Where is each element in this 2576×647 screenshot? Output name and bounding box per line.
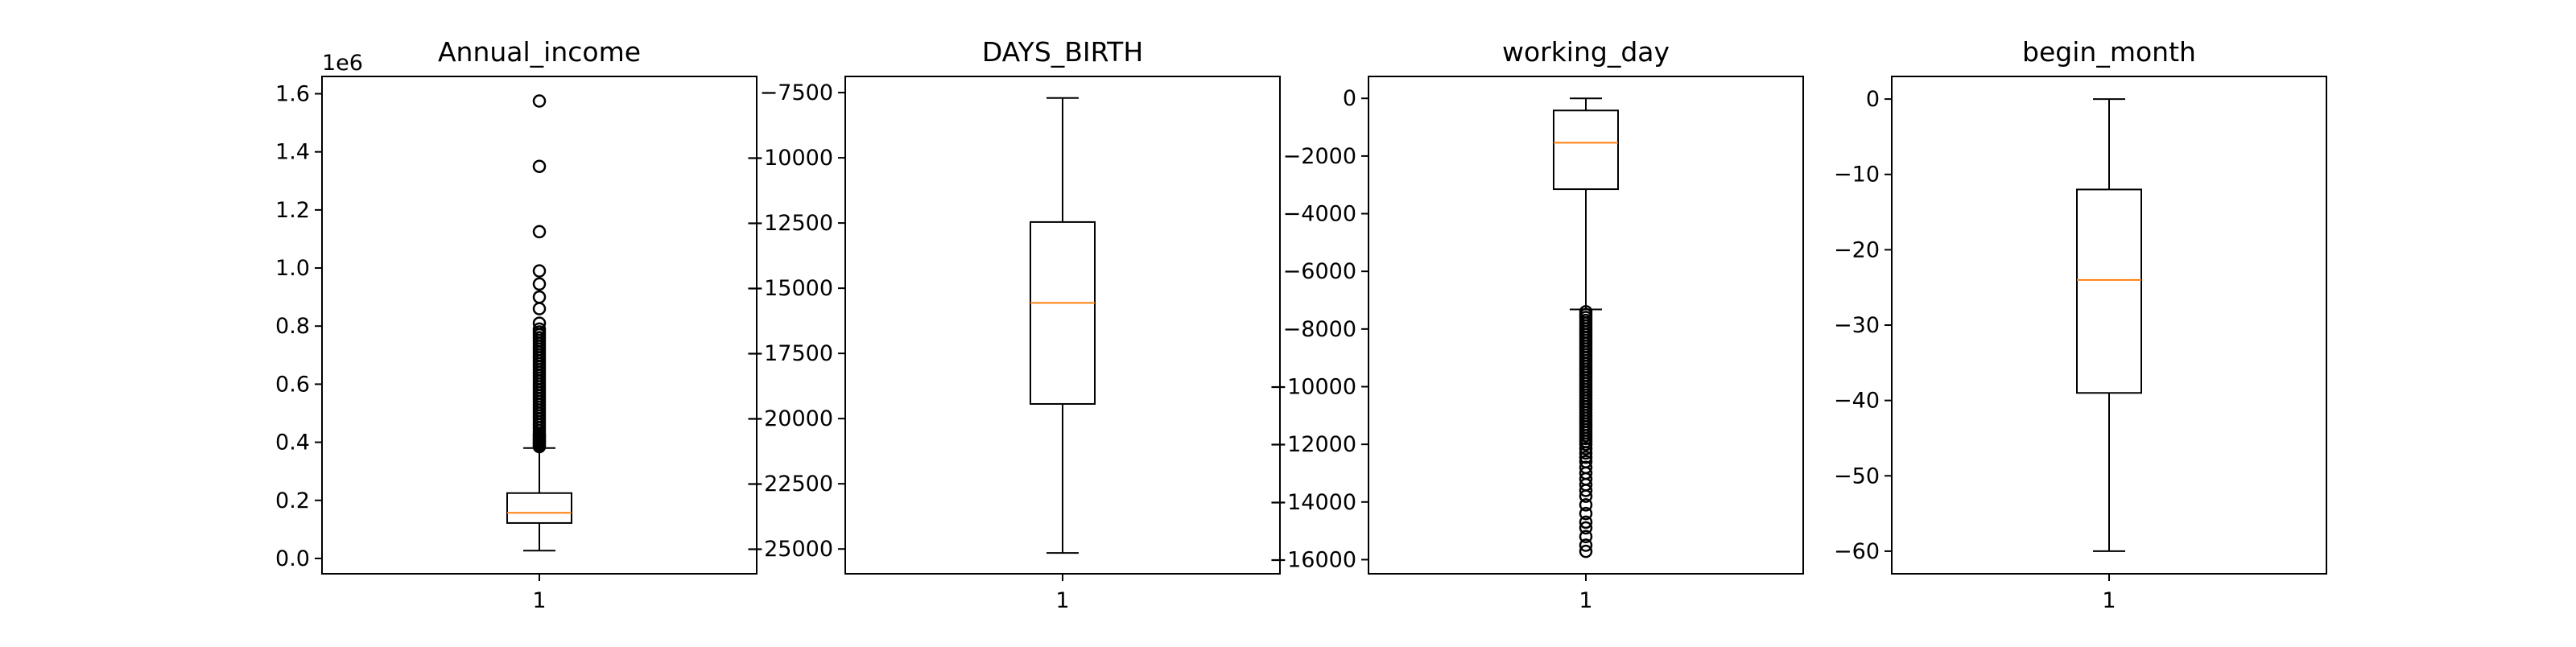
chart-title: working_day: [1502, 36, 1670, 68]
outlier-point: [532, 159, 547, 173]
x-tick-label: 1: [532, 588, 546, 613]
outlier-point: [1579, 442, 1593, 455]
outlier-point: [1579, 544, 1593, 558]
y-tick-label: −15000: [745, 276, 833, 301]
outlier-point: [532, 302, 547, 315]
x-tick-label: 1: [1579, 588, 1592, 613]
subplot-days-birth: DAYS_BIRTH −25000 −22500 −20000 −17500 −15000…: [745, 36, 1281, 613]
axis-offset-label: 1e6: [322, 51, 363, 76]
y-tick-label: −22500: [745, 472, 833, 497]
outlier-point: [1579, 498, 1593, 512]
outlier-point: [1579, 484, 1593, 497]
outlier-point: [1579, 538, 1593, 552]
outlier-point: [532, 316, 547, 330]
outlier-point: [532, 264, 547, 278]
iqr-box: [1030, 220, 1096, 405]
y-tick-label: 0: [1866, 87, 1880, 112]
y-tick-label: −10000: [1269, 374, 1356, 399]
axes-frame: [321, 76, 758, 575]
iqr-box: [2076, 188, 2142, 394]
iqr-box: [1553, 109, 1619, 191]
y-tick-label: −20: [1834, 237, 1880, 262]
y-tick-label: −50: [1834, 464, 1880, 488]
y-tick-label: −60: [1834, 539, 1880, 564]
y-tick-label: −10000: [745, 146, 833, 171]
y-tick-label: 0.8: [275, 314, 310, 339]
y-tick-label: −25000: [745, 537, 833, 562]
y-tick-label: −8000: [1283, 317, 1356, 342]
y-tick-label: 1.0: [275, 256, 310, 281]
outlier-point: [532, 225, 547, 239]
outlier-point: [1579, 489, 1593, 503]
chart-title: Annual_income: [438, 36, 641, 68]
x-tick-label: 1: [1055, 588, 1069, 613]
iqr-box: [506, 492, 572, 524]
y-tick-label: −7500: [760, 80, 833, 105]
outlier-point: [532, 94, 547, 108]
y-tick-label: −12500: [745, 211, 833, 236]
y-tick-label: 0: [1343, 86, 1356, 111]
y-tick-label: 1.2: [275, 198, 310, 223]
y-tick-label: −14000: [1269, 490, 1356, 515]
y-tick-label: −30: [1834, 313, 1880, 338]
y-tick-label: −12000: [1269, 432, 1356, 457]
chart-title: begin_month: [2022, 36, 2196, 68]
y-tick-label: −40: [1834, 389, 1880, 414]
outlier-point: [1579, 437, 1593, 451]
outlier-point: [1579, 451, 1593, 464]
y-tick-label: −6000: [1283, 259, 1356, 284]
outlier-point: [532, 322, 547, 336]
y-tick-label: 0.6: [275, 372, 310, 397]
outlier-point: [532, 277, 547, 291]
outlier-point: [1579, 521, 1593, 535]
y-tick-label: 0.0: [275, 546, 310, 571]
outlier-point: [1579, 446, 1593, 460]
y-tick-label: −20000: [745, 406, 833, 431]
chart-title: DAYS_BIRTH: [982, 36, 1143, 68]
y-tick-label: −2000: [1283, 144, 1356, 169]
y-tick-label: 0.4: [275, 431, 310, 455]
x-tick-label: 1: [2102, 588, 2116, 613]
y-tick-label: 1.6: [275, 82, 310, 107]
outlier-point: [532, 290, 547, 304]
y-tick-label: 1.4: [275, 140, 310, 165]
y-tick-label: −16000: [1269, 547, 1356, 572]
y-tick-label: −17500: [745, 341, 833, 366]
outlier-point: [1579, 506, 1593, 521]
subplot-begin-month: begin_month −60 −50 −40 −30 −20 −10 0 1: [1834, 36, 2327, 613]
outlier-point: [1579, 530, 1593, 544]
subplot-working-day: working_day −16000 −14000 −12000 −10000 −8000…: [1269, 36, 1804, 613]
subplot-annual-income: Annual_income 0.0 0.2 0.4 0.6 0.8 1.0 1.2 1.4 1.6…: [275, 36, 758, 613]
y-tick-label: −4000: [1283, 202, 1356, 227]
y-tick-label: −10: [1834, 163, 1880, 188]
outlier-point: [1579, 515, 1593, 530]
y-tick-label: 0.2: [275, 488, 310, 513]
